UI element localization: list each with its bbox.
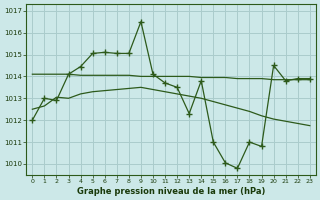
- X-axis label: Graphe pression niveau de la mer (hPa): Graphe pression niveau de la mer (hPa): [77, 187, 265, 196]
